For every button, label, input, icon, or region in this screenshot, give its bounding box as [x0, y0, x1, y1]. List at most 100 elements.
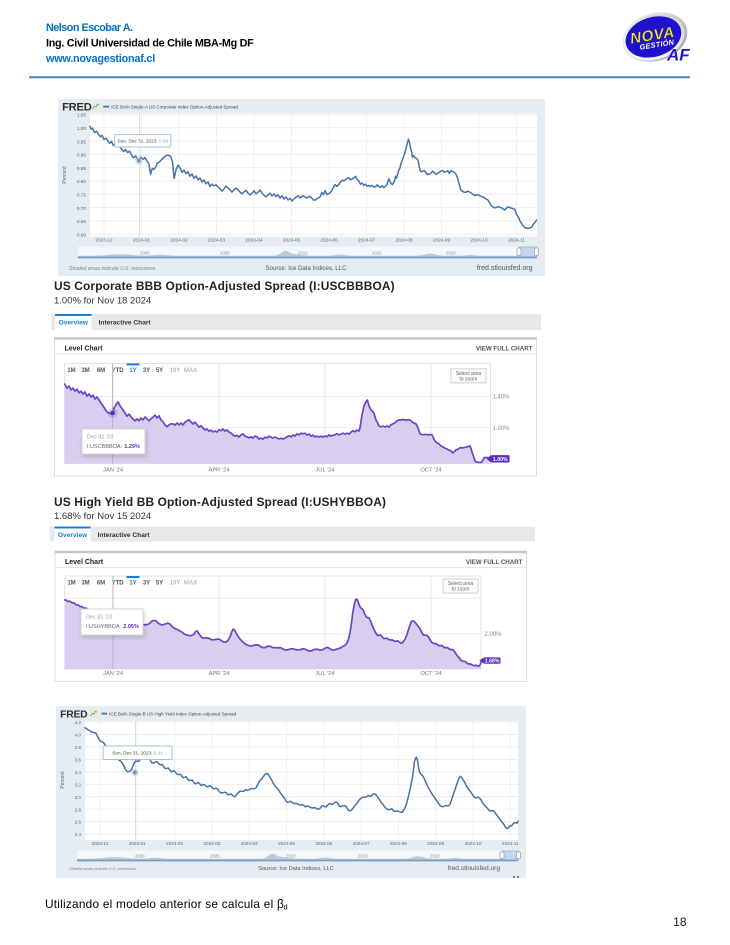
svg-text:10Y: 10Y [170, 368, 181, 374]
svg-text:Level Chart: Level Chart [65, 559, 104, 566]
svg-text:0.65: 0.65 [77, 219, 87, 224]
svg-text:2024-01: 2024-01 [129, 841, 146, 846]
svg-text:Shaded areas indicate U.S. rec: Shaded areas indicate U.S. recessions. [69, 866, 137, 871]
svg-text:I:USCBBBOA:: I:USCBBBOA: [87, 444, 123, 450]
svg-text:Overview: Overview [58, 532, 88, 539]
svg-text:Percent: Percent [60, 771, 66, 789]
svg-text:ICE BofA Single-A US Corporate: ICE BofA Single-A US Corporate Index Opt… [111, 105, 238, 110]
svg-text:6M: 6M [97, 581, 105, 587]
svg-text:2024-11: 2024-11 [502, 841, 519, 846]
svg-text:2000: 2000 [135, 853, 145, 858]
svg-text:2.8: 2.8 [75, 807, 82, 812]
svg-text:fred.stlouisfed.org: fred.stlouisfed.org [477, 265, 533, 272]
svg-text:1.05: 1.05 [77, 113, 87, 118]
svg-text:2024-03: 2024-03 [203, 841, 220, 846]
svg-text:Dec 31 '23: Dec 31 '23 [87, 435, 113, 441]
svg-text:Dec 31 '23: Dec 31 '23 [86, 615, 112, 621]
svg-text:APR '24: APR '24 [208, 671, 230, 677]
svg-text:YTD: YTD [112, 581, 125, 587]
svg-text:2024-08: 2024-08 [395, 238, 413, 243]
svg-text:4.0: 4.0 [75, 733, 82, 738]
svg-text:2005: 2005 [220, 250, 230, 255]
svg-text:2024-02: 2024-02 [170, 238, 188, 243]
svg-text:Utilizando el modelo anterior: Utilizando el modelo anterior se calcula… [45, 897, 284, 911]
svg-text:ICE BofA Single-B US High Yiel: ICE BofA Single-B US High Yield Index Op… [109, 712, 237, 717]
svg-text:2.6: 2.6 [75, 820, 82, 825]
svg-text:2010: 2010 [298, 250, 308, 255]
svg-text:JUL '24: JUL '24 [315, 671, 335, 677]
svg-text:3Y: 3Y [143, 581, 150, 587]
svg-text:VIEW FULL CHART: VIEW FULL CHART [476, 345, 533, 352]
svg-text:2024-11: 2024-11 [508, 238, 525, 243]
svg-text:1.00%: 1.00% [493, 457, 508, 463]
svg-text:2023-12: 2023-12 [95, 238, 113, 243]
svg-text:2024-09: 2024-09 [433, 238, 451, 243]
svg-text:to zoom: to zoom [452, 587, 470, 593]
svg-text:2024-06: 2024-06 [320, 238, 338, 243]
svg-text:2024-02: 2024-02 [166, 841, 183, 846]
svg-text:JAN '24: JAN '24 [103, 468, 124, 474]
svg-text:2.4: 2.4 [75, 832, 82, 837]
svg-text:1.68%: 1.68% [485, 659, 500, 665]
svg-text:2015: 2015 [358, 853, 368, 858]
svg-text:2024-08: 2024-08 [390, 841, 407, 846]
svg-text:1.20%: 1.20% [493, 426, 511, 432]
svg-text:Interactive Chart: Interactive Chart [98, 532, 151, 539]
svg-text:1M: 1M [67, 368, 75, 374]
svg-text:2015: 2015 [372, 250, 382, 255]
svg-text:d: d [284, 903, 288, 912]
svg-text:Sun, Dec 31, 2023: 3.41: Sun, Dec 31, 2023: 3.41 [112, 751, 163, 756]
svg-text:Level Chart: Level Chart [65, 345, 104, 352]
svg-text:2024-05: 2024-05 [283, 238, 301, 243]
svg-text:2020: 2020 [446, 250, 456, 255]
svg-text:5Y: 5Y [156, 368, 163, 374]
svg-text:2000: 2000 [140, 250, 150, 255]
svg-text:OCT '24: OCT '24 [420, 468, 442, 474]
svg-text:www.novagestionaf.cl: www.novagestionaf.cl [45, 53, 155, 65]
svg-text:MAX: MAX [184, 581, 197, 587]
svg-text:2024-09: 2024-09 [427, 841, 444, 846]
svg-text:2024-04: 2024-04 [241, 841, 258, 846]
svg-text:Overview: Overview [59, 320, 89, 327]
svg-text:10Y: 10Y [170, 581, 181, 587]
svg-text:YTD: YTD [112, 368, 125, 374]
svg-text:Source: Ice Data Indices, LLC: Source: Ice Data Indices, LLC [258, 866, 334, 872]
svg-text:Sun, Dec 31, 2023: 0.88: Sun, Dec 31, 2023: 0.88 [118, 139, 169, 144]
svg-text:1.68% for Nov 15 2024: 1.68% for Nov 15 2024 [54, 511, 151, 522]
svg-text:2024-04: 2024-04 [245, 238, 263, 243]
svg-text:0.60: 0.60 [77, 232, 87, 237]
svg-text:2010: 2010 [286, 853, 296, 858]
svg-text:2020: 2020 [430, 853, 440, 858]
svg-text:2024-07: 2024-07 [358, 238, 376, 243]
svg-text:2005: 2005 [210, 853, 220, 858]
svg-text:Select area: Select area [448, 581, 474, 587]
svg-text:3.6: 3.6 [75, 758, 82, 763]
svg-text:1.00: 1.00 [77, 126, 87, 131]
svg-text:to zoom: to zoom [460, 376, 478, 382]
svg-text:3Y: 3Y [143, 368, 150, 374]
svg-text:1Y: 1Y [129, 368, 136, 374]
svg-text:AF: AF [666, 46, 690, 65]
svg-text:I:USHYBBOA:: I:USHYBBOA: [86, 624, 122, 630]
svg-text:2023-12: 2023-12 [92, 841, 109, 846]
svg-text:MAX: MAX [184, 368, 197, 374]
svg-text:2024-05: 2024-05 [278, 841, 295, 846]
svg-text:Select area: Select area [456, 371, 482, 377]
svg-text:US High Yield BB Option-Adjust: US High Yield BB Option-Adjusted Spread … [54, 495, 386, 509]
svg-text:Nelson Escobar A.: Nelson Escobar A. [46, 22, 133, 34]
svg-text:2.05%: 2.05% [123, 624, 139, 630]
svg-text:2024-06: 2024-06 [315, 841, 332, 846]
svg-text:1M: 1M [67, 581, 75, 587]
svg-text:JAN '24: JAN '24 [103, 671, 124, 677]
svg-text:2024-03: 2024-03 [208, 238, 226, 243]
svg-text:FRED: FRED [60, 710, 88, 721]
svg-text:0.70: 0.70 [77, 206, 87, 211]
svg-text:OCT '24: OCT '24 [420, 671, 442, 677]
svg-text:Source: Ice Data Indices, LLC: Source: Ice Data Indices, LLC [266, 265, 348, 272]
svg-text:Shaded areas indicate U.S. rec: Shaded areas indicate U.S. recessions. [69, 266, 157, 272]
svg-text:0.90: 0.90 [77, 153, 87, 158]
svg-text:0.75: 0.75 [77, 193, 87, 198]
svg-text:0.80: 0.80 [77, 179, 87, 184]
svg-text:fred.stlouisfed.org: fred.stlouisfed.org [448, 865, 501, 872]
svg-text:3M: 3M [81, 581, 89, 587]
